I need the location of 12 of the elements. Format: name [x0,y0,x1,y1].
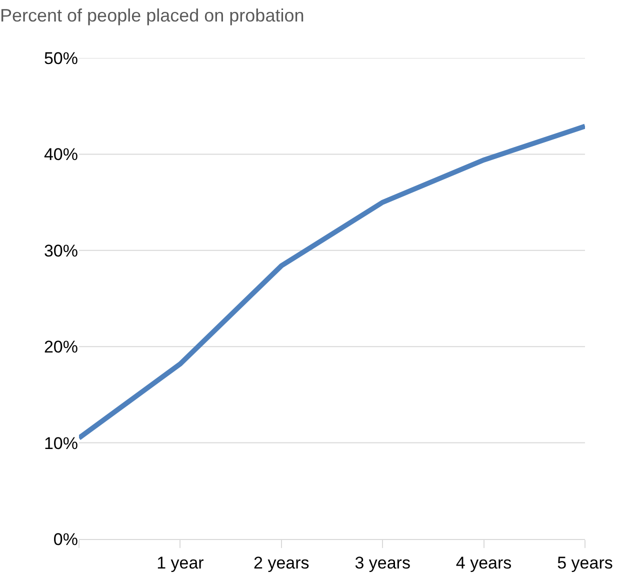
y-tick-label: 40% [44,145,78,164]
y-tick-label: 10% [44,434,78,453]
x-tick-label: 1 year [156,553,204,572]
y-tick-label: 30% [44,241,78,260]
x-tick-label: 4 years [456,553,512,572]
y-tick-label: 0% [53,530,78,549]
x-tick-label: 2 years [254,553,310,572]
y-tick-label: 20% [44,338,78,357]
x-tick-label: 3 years [354,553,410,572]
x-tick-label: 5 years [557,553,613,572]
y-tick-label: 50% [44,48,78,68]
chart-title: Percent of people placed on probation [0,5,304,26]
